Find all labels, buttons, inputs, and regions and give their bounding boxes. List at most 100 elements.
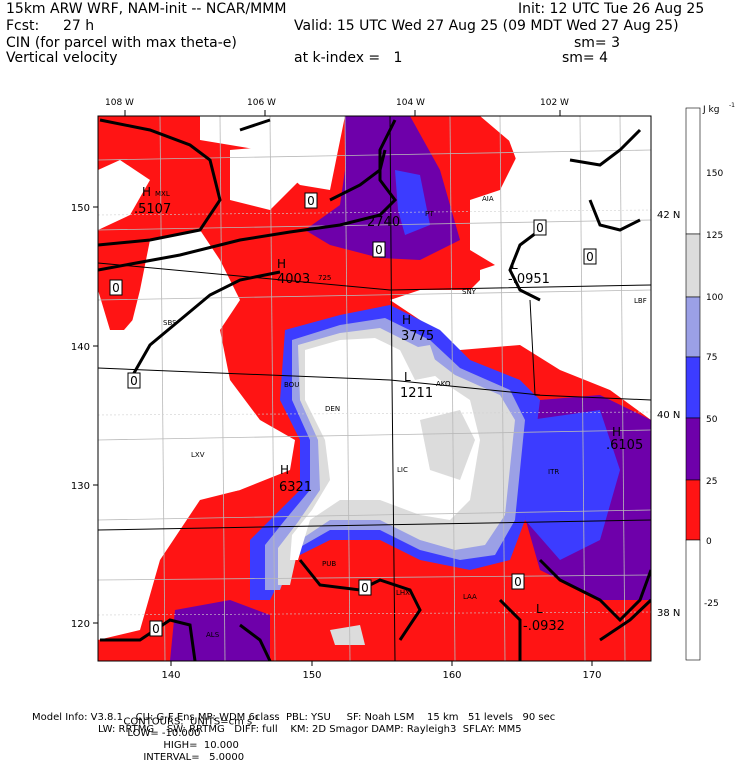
lon-label-104w: 104 W (396, 98, 425, 108)
high-marker-2: H (277, 257, 286, 271)
city-lic: LIC (397, 466, 408, 474)
svg-text:0: 0 (130, 374, 138, 388)
model-title: 15km ARW WRF, NAM-init -- NCAR/MMM (6, 1, 287, 17)
colorbar-label-minus25: -25 (704, 599, 719, 609)
colorbar-label-50: 50 (706, 415, 718, 425)
zero-contour-labels: 0 0 0 0 0 0 0 0 0 (109, 192, 597, 637)
low-marker-3: L (536, 602, 543, 616)
init-time: Init: 12 UTC Tue 26 Aug 25 (518, 1, 705, 17)
colorbar-segment-white (685, 107, 701, 235)
cin-gray-patch-2 (330, 625, 365, 645)
cin-blue-east (525, 410, 620, 560)
left-ticks (93, 206, 98, 624)
cin-white-core (290, 338, 480, 560)
label-pt: PT (425, 210, 434, 218)
colorbar-labels: 150 125 100 75 50 25 0 -25 (704, 169, 723, 609)
colorbar-segment-blue (685, 356, 701, 419)
high-marker-5: H (280, 463, 289, 477)
map-fill-layer (98, 116, 651, 661)
city-bou: BOU (284, 381, 299, 389)
high-value-2740: 2740 (367, 215, 400, 230)
high-value-4: .6105 (606, 438, 643, 453)
high-value-5: 6321 (279, 480, 312, 495)
city-lbf: LBF (634, 297, 647, 305)
high-low-markers: H .5107 H 4003 H 3775 H .6105 H 6321 L -… (134, 185, 643, 634)
footer-high: HIGH= 10.000 (163, 740, 239, 752)
colorbar-label-75: 75 (706, 353, 717, 363)
city-den: DEN (325, 405, 340, 413)
field-vv-level: at k-index = 1 (294, 50, 403, 66)
cin-blue-north (395, 170, 430, 235)
lon-label-106w: 106 W (247, 98, 276, 108)
field-vv-smoothing: sm= 4 (562, 50, 609, 66)
forecast-hour: 27 h (63, 18, 95, 34)
zero-label-4: 0 (127, 372, 141, 389)
city-labels: AIA SBS SNY LBF BOU DEN AKO LXV ITR LIC … (163, 195, 647, 639)
cin-white-hole-center (230, 145, 300, 210)
svg-text:0: 0 (112, 281, 120, 295)
bottom-ticks (170, 661, 593, 666)
high-value-3: 3775 (401, 329, 434, 344)
svg-text:0: 0 (586, 250, 594, 264)
city-sny: SNY (462, 288, 477, 296)
city-ako: AKO (436, 380, 451, 388)
svg-text:0: 0 (307, 194, 315, 208)
colorbar-label-125: 125 (706, 231, 723, 241)
cin-white-hole-nw (98, 160, 150, 230)
high-marker-1: H (142, 185, 151, 199)
left-tick-labels: 150 140 130 120 (71, 203, 90, 630)
colorbar-segment-lightgray (685, 233, 701, 298)
zero-label-8: 0 (511, 573, 525, 590)
zero-label-9: 0 (149, 620, 163, 637)
bottom-tick-140: 140 (161, 670, 180, 681)
city-lxv: LXV (191, 451, 205, 459)
left-tick-120: 120 (71, 619, 90, 630)
field-cin-smoothing: sm= 3 (574, 35, 621, 51)
low-value-1: -.0951 (508, 272, 550, 287)
high-value-1: .5107 (134, 202, 171, 217)
zero-label-1: 0 (304, 192, 318, 209)
lon-label-108w: 108 W (105, 98, 134, 108)
footer-model-info-2: LW: RRTMG SW: RRTMG DIFF: full KM: 2D Sm… (98, 724, 522, 735)
city-laa: LAA (463, 593, 477, 601)
low-marker-1: L (511, 258, 518, 272)
footer-interval: INTERVAL= 5.0000 (143, 752, 245, 764)
svg-text:0: 0 (536, 221, 544, 235)
high-marker-4: H (612, 425, 621, 439)
city-sbs: SBS (163, 319, 177, 327)
field-cin-title: CIN (for parcel with max theta-e) (6, 35, 237, 51)
lat-label-38n: 38 N (657, 608, 680, 619)
zero-label-3: 0 (109, 279, 123, 296)
label-mxl: MXL (155, 190, 170, 198)
weather-map: 108 W 106 W 104 W 102 W 150 140 130 120 … (71, 98, 735, 681)
low-value-2: 1211 (400, 386, 433, 401)
top-ticks (124, 110, 561, 116)
colorbar: J kg -1 150 125 100 75 50 25 0 -25 (685, 102, 735, 661)
colorbar-segment-lightblue (685, 296, 701, 358)
latlon-grid (98, 209, 651, 616)
city-pub: PUB (322, 560, 336, 568)
field-vv-title: Vertical velocity (6, 50, 118, 66)
colorbar-segment-purple (685, 417, 701, 481)
lat-label-40n: 40 N (657, 410, 680, 421)
valid-time: Valid: 15 UTC Wed 27 Aug 25 (09 MDT Wed … (294, 18, 679, 34)
footer-contours-units: CONTOURS: UNITS=cm s (123, 716, 253, 728)
colorbar-label-25: 25 (706, 477, 717, 487)
low-marker-2: L (404, 370, 411, 384)
right-latitude-labels: 42 N 40 N 38 N (657, 210, 680, 619)
forecast-label: Fcst: (6, 18, 40, 34)
colorbar-label-150: 150 (706, 169, 723, 179)
colorbar-segment-white-low (685, 539, 701, 661)
colorbar-segment-red (685, 479, 701, 541)
low-value-3: -.0932 (523, 619, 565, 634)
svg-text:0: 0 (514, 575, 522, 589)
left-tick-130: 130 (71, 481, 90, 492)
high-value-2: 4003 (277, 272, 310, 287)
city-als: ALS (206, 631, 220, 639)
city-itr: ITR (548, 468, 559, 476)
svg-text:0: 0 (375, 243, 383, 257)
colorbar-label-100: 100 (706, 293, 723, 303)
cin-gray-patch-3 (400, 345, 440, 380)
zero-label-6: 0 (583, 248, 597, 265)
footer-low: LOW= -10.000 (127, 728, 201, 740)
